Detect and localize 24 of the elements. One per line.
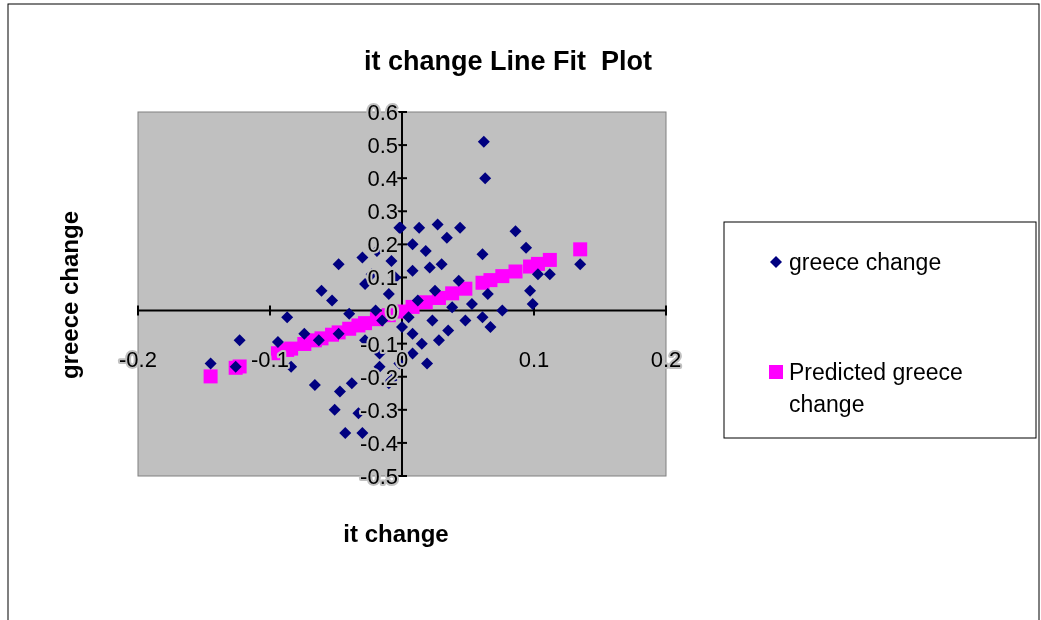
y-axis-title: greece change (56, 210, 83, 380)
y-tick-label: -0.2 (360, 364, 398, 390)
chart-title: it change Line Fit Plot (363, 46, 653, 76)
y-tick-label: 0.2 (367, 232, 398, 258)
point (203, 369, 218, 384)
x-tick-label: 0.1 (518, 346, 550, 372)
y-tick-label: 0.3 (367, 199, 398, 225)
y-tick-label: 0.5 (367, 133, 398, 159)
y-tick-label: 0.4 (367, 166, 398, 192)
point (458, 281, 473, 296)
x-tick-label: -0.1 (251, 346, 289, 372)
legend-label: greece change (789, 249, 942, 275)
x-tick-label: 0.2 (650, 346, 682, 372)
point (542, 252, 557, 267)
x-axis-title: it change (343, 520, 449, 547)
legend-label: Predicted greece change (789, 359, 963, 417)
x-tick-label: -0.2 (119, 346, 157, 372)
y-tick-label: -0.5 (360, 464, 398, 489)
y-tick-label: -0.4 (360, 430, 398, 456)
y-tick-label: 0 (385, 298, 398, 324)
point (573, 242, 588, 257)
point (508, 264, 523, 279)
y-tick-label: -0.3 (360, 397, 398, 423)
y-tick-label: 0.6 (367, 100, 398, 125)
